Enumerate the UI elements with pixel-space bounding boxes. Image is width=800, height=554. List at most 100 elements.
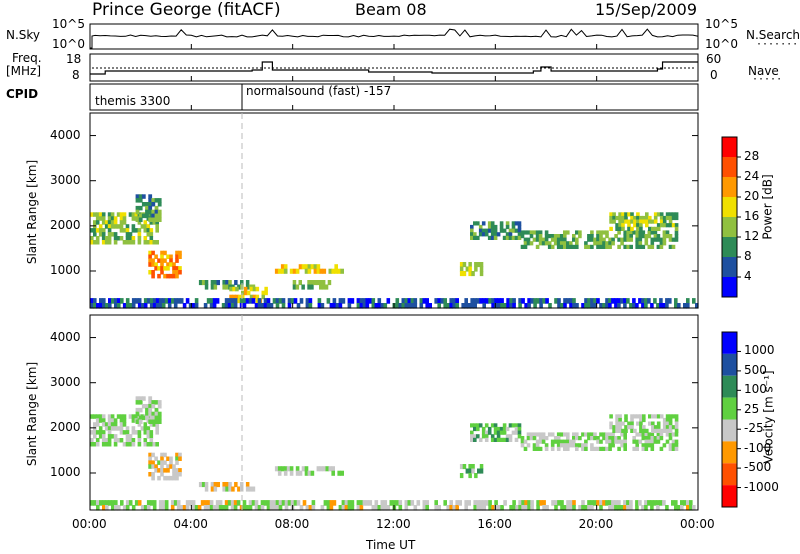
echo-cell xyxy=(605,244,609,249)
echo-cell xyxy=(275,505,280,511)
echo-cell xyxy=(686,298,690,304)
echo-cell xyxy=(671,443,676,448)
echo-cell xyxy=(128,232,133,237)
echo-cell xyxy=(626,505,630,511)
echo-cell xyxy=(289,466,294,472)
echo-cell xyxy=(656,500,660,506)
echo-cell xyxy=(356,303,361,309)
echo-cell xyxy=(651,226,655,231)
echo-cell xyxy=(101,220,106,225)
echo-cell xyxy=(641,234,646,239)
echo-cell xyxy=(593,303,597,309)
echo-cell xyxy=(587,432,591,437)
echo-cell xyxy=(459,473,464,479)
echo-cell xyxy=(251,298,256,304)
echo-cell xyxy=(169,475,173,481)
echo-cell xyxy=(535,230,540,235)
echo-cell xyxy=(644,446,649,451)
echo-cell xyxy=(131,236,136,241)
echo-cell xyxy=(229,294,233,300)
colorbar-tick-label: 100 xyxy=(744,382,767,397)
colorbar-swatch xyxy=(722,237,737,257)
echo-cell xyxy=(310,264,315,270)
echo-cell xyxy=(665,303,669,309)
echo-cell xyxy=(117,298,121,304)
echo-cell xyxy=(151,464,155,469)
echo-cell xyxy=(449,298,453,304)
echo-cell xyxy=(566,244,570,249)
echo-cell xyxy=(175,468,179,473)
echo-cell xyxy=(114,505,118,511)
echo-cell xyxy=(93,224,97,229)
echo-cell xyxy=(310,280,314,286)
echo-cell xyxy=(284,500,289,506)
echo-cell xyxy=(341,505,346,511)
echo-cell xyxy=(536,298,540,304)
echo-cell xyxy=(490,224,495,230)
echo-cell xyxy=(228,486,232,492)
echo-cell xyxy=(590,303,594,309)
echo-cell xyxy=(122,220,127,225)
echo-cell xyxy=(332,500,337,506)
echo-cell xyxy=(131,430,136,435)
y-tick-label: 4000 xyxy=(50,127,81,142)
echo-cell xyxy=(316,280,320,286)
echo-cell xyxy=(175,460,179,465)
echo-cell xyxy=(135,194,140,199)
echo-cell xyxy=(638,234,643,239)
echo-cell xyxy=(659,414,664,419)
echo-cell xyxy=(539,303,543,309)
echo-cell xyxy=(686,500,690,506)
echo-cell xyxy=(644,237,649,242)
echo-cell xyxy=(563,432,567,437)
echo-cell xyxy=(113,438,118,443)
echo-cell xyxy=(641,303,645,309)
echo-cell xyxy=(146,500,151,506)
echo-cell xyxy=(148,396,153,401)
echo-cell xyxy=(102,500,106,506)
echo-cell xyxy=(328,268,333,274)
echo-cell xyxy=(590,432,594,437)
echo-cell xyxy=(191,303,196,309)
echo-cell xyxy=(269,303,274,309)
echo-cell xyxy=(310,470,315,476)
echo-cell xyxy=(356,500,361,506)
echo-cell xyxy=(213,486,218,492)
echo-cell xyxy=(203,303,208,309)
echo-cell xyxy=(137,228,142,233)
echo-cell xyxy=(538,436,543,441)
echo-cell xyxy=(626,500,630,506)
echo-cell xyxy=(185,505,190,511)
echo-cell xyxy=(659,500,663,506)
echo-cell xyxy=(319,466,324,472)
echo-cell xyxy=(111,500,115,506)
nave-legend-dots: ····· xyxy=(752,74,783,85)
echo-cell xyxy=(105,500,109,506)
x-axis-label: Time UT xyxy=(366,538,416,552)
echo-cell xyxy=(101,442,106,447)
echo-cell xyxy=(154,456,158,461)
echo-cell xyxy=(623,230,627,235)
echo-cell xyxy=(359,505,364,511)
echo-cell xyxy=(157,475,161,481)
echo-cell xyxy=(639,428,643,433)
echo-cell xyxy=(215,500,220,506)
echo-cell xyxy=(641,446,646,451)
echo-cell xyxy=(677,505,681,511)
echo-cell xyxy=(335,303,340,309)
echo-cell xyxy=(656,244,661,249)
echo-cell xyxy=(532,446,537,451)
echo-cell xyxy=(222,482,226,488)
echo-cell xyxy=(641,230,646,235)
echo-cell xyxy=(623,303,627,309)
echo-cell xyxy=(608,244,612,249)
echo-cell xyxy=(614,500,618,506)
echo-cell xyxy=(503,500,507,506)
echo-cell xyxy=(311,505,316,511)
echo-cell xyxy=(650,244,655,249)
colorbar-tick-label: 20 xyxy=(744,189,760,203)
echo-cell xyxy=(166,273,170,279)
echo-cell xyxy=(584,303,588,309)
echo-cell xyxy=(575,241,579,246)
echo-cell xyxy=(116,212,121,217)
